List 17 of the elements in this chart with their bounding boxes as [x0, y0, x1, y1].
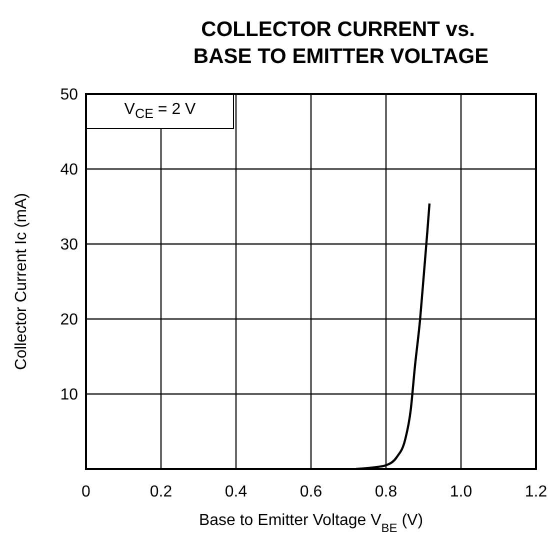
y-tick-label: 10 [60, 386, 78, 404]
x-tick-label: 1.0 [450, 483, 472, 500]
y-tick-label: 20 [60, 312, 78, 329]
y-tick-label: 40 [60, 162, 78, 179]
chart-title: COLLECTOR CURRENT vs. BASE TO EMITTER VOLTAGE [193, 18, 489, 68]
x-tick-label: 0 [82, 483, 91, 500]
x-tick-label: 0.6 [300, 483, 322, 500]
y-tick-label: 30 [60, 236, 78, 254]
x-tick-label: 0.4 [224, 483, 248, 500]
y-axis-title: Collector Current Ic (mA) [13, 193, 30, 370]
annotation: V$_{CE}$ = 2 V [124, 101, 196, 122]
x-axis-title: Base to Emitter Voltage V$_{BE}$ (V) [198, 512, 424, 535]
y-tick-label: 50 [60, 86, 78, 104]
note-box: V$_{CE}$ = 2 V [86, 94, 234, 129]
x-tick-label: 0.2 [150, 483, 172, 500]
x-tick-label: 1.2 [524, 483, 548, 500]
x-tick-label: 0.8 [374, 483, 398, 500]
